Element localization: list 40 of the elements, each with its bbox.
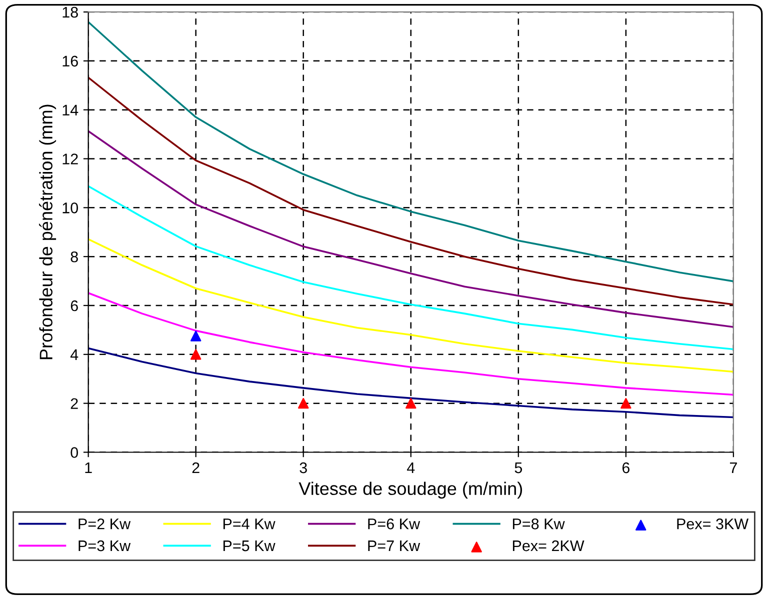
y-tick-label: 12 [62, 154, 78, 164]
point [190, 330, 202, 342]
line-series [88, 292, 734, 396]
y-tick-label: 18 [62, 6, 78, 18]
x-tick-label: 5 [514, 462, 522, 474]
legend-label: P=5 Kw [223, 540, 276, 552]
x-tick-label: 6 [622, 462, 630, 474]
x-tick-label: 3 [300, 462, 307, 474]
line-series [88, 347, 734, 418]
point [298, 398, 309, 409]
line-series [88, 185, 734, 350]
point [190, 349, 202, 360]
line-series [88, 238, 734, 373]
y-tick-label: 2 [70, 398, 78, 409]
x-tick-label: 4 [406, 462, 415, 474]
point [620, 398, 632, 409]
point [406, 398, 416, 409]
y-tick-label: 10 [62, 202, 78, 214]
legend-label: P=8 Kw [512, 518, 565, 530]
y-tick-label: 4 [70, 349, 78, 360]
line-series [88, 76, 734, 306]
x-tick-label: 7 [730, 462, 737, 474]
y-tick-label: 14 [62, 104, 78, 116]
y-tick-label: 6 [70, 300, 78, 312]
line-series [88, 130, 734, 328]
legend-label: P=2 Kw [78, 518, 131, 530]
y-tick-label: 0 [70, 447, 78, 458]
y-tick-label: 8 [70, 251, 78, 262]
legend-label: Pex= 3KW [677, 518, 749, 530]
x-axis-title: Vitesse de soudage (m/min) [298, 482, 522, 499]
legend-label: P=7 Kw [368, 540, 420, 552]
x-tick-label: 2 [192, 462, 200, 474]
x-tick-label: 1 [85, 462, 92, 474]
y-tick-label: 16 [62, 56, 78, 67]
legend-label: Pex= 2KW [512, 540, 584, 552]
y-axis-title: Profondeur de pénétration (mm) [39, 104, 56, 360]
line-series [88, 21, 734, 282]
legend-label: P=4 Kw [223, 518, 276, 530]
legend-label: P=6 Kw [368, 518, 420, 530]
legend-label: P=3 Kw [78, 540, 131, 552]
